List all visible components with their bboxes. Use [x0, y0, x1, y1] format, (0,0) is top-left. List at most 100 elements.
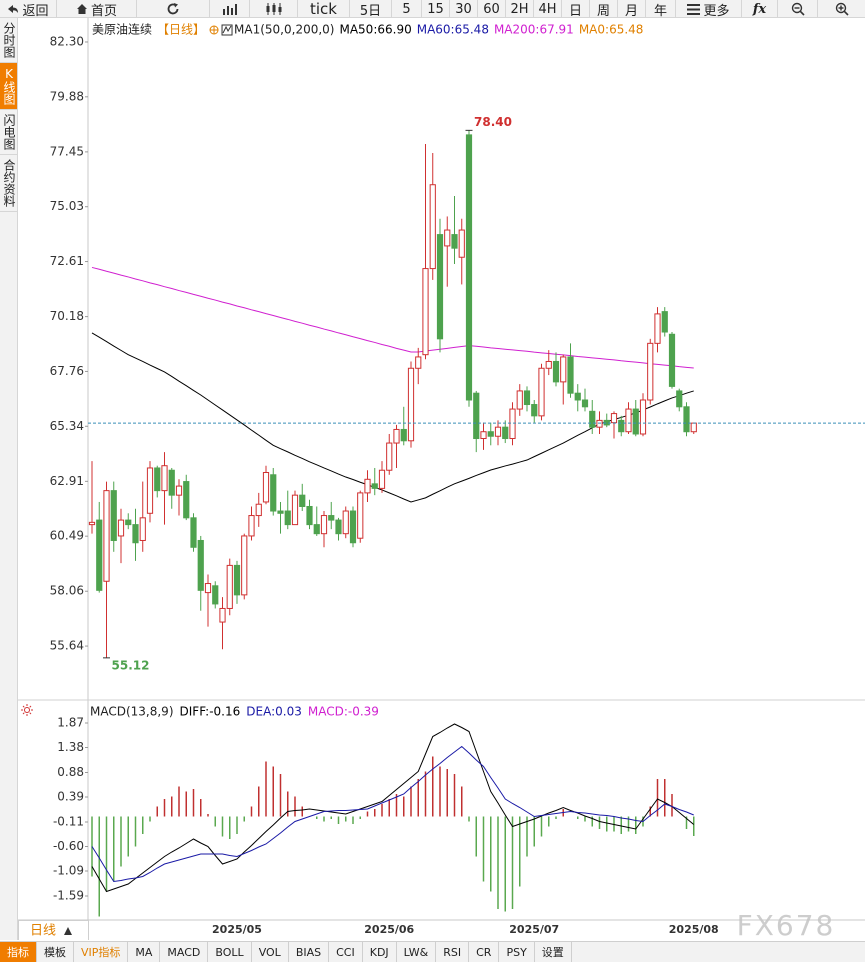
candle-body	[139, 517, 146, 541]
candle-body	[226, 564, 233, 609]
candle-body	[596, 419, 603, 428]
indicator-tab[interactable]: 指标	[0, 942, 37, 962]
candle-body	[531, 404, 538, 417]
back-label: 返回	[22, 3, 49, 19]
home-icon	[76, 4, 87, 14]
candle-body	[88, 521, 96, 526]
y-tick-label: 0.88	[57, 765, 84, 779]
candle-body	[270, 474, 277, 512]
period-button[interactable]: 年	[646, 0, 676, 19]
candle-body	[96, 519, 103, 591]
zoom-in-button[interactable]	[818, 0, 865, 18]
candle-body	[444, 229, 451, 247]
candle-body	[328, 515, 335, 521]
candle-body	[117, 519, 125, 537]
macd-line	[91, 723, 695, 893]
sidebar-tab[interactable]: 分时图	[0, 18, 17, 63]
period-tab-label: 日线	[30, 924, 56, 939]
candle-body	[378, 469, 386, 489]
candle-body	[487, 431, 494, 437]
candle-body	[429, 184, 436, 270]
indicator-icon	[221, 24, 233, 36]
period-button[interactable]: 月	[618, 0, 646, 19]
zoom-out-button[interactable]	[778, 0, 818, 18]
indicator-tab[interactable]: CCI	[329, 942, 363, 962]
more-button[interactable]: 更多	[676, 0, 742, 19]
indicator-tab[interactable]: KDJ	[363, 942, 397, 962]
candle-body	[197, 539, 204, 591]
candle-body	[523, 390, 531, 406]
indicator-tab[interactable]: 模板	[37, 942, 74, 962]
period-button[interactable]: 周	[590, 0, 618, 19]
candle-body	[161, 465, 168, 492]
candle-body	[422, 268, 429, 356]
candle-body	[407, 367, 415, 442]
back-button[interactable]: 返回	[0, 0, 57, 19]
indicator-tab[interactable]: RSI	[436, 942, 470, 962]
period-button[interactable]: 5	[392, 0, 422, 18]
candle-body	[146, 467, 154, 514]
period-button[interactable]: 4H	[534, 0, 562, 18]
candle-body	[552, 360, 560, 383]
candle-body	[502, 426, 509, 440]
indicator-tab[interactable]: BIAS	[289, 942, 330, 962]
y-tick-label: 58.06	[50, 584, 84, 598]
tick-button[interactable]: tick	[298, 0, 350, 18]
period-button[interactable]: 日	[562, 0, 590, 19]
sidebar-tab[interactable]: 闪电图	[0, 110, 17, 155]
period-button[interactable]: 60	[478, 0, 506, 18]
legend-entry: MA200:67.91	[494, 23, 574, 37]
candle-button[interactable]	[250, 0, 298, 18]
indicator-icon-line	[222, 25, 232, 34]
candle-body	[241, 535, 248, 596]
indicator-tab[interactable]: BOLL	[208, 942, 252, 962]
x-tick-label: 2025/08	[669, 923, 719, 936]
period-button[interactable]: 15	[422, 0, 450, 18]
y-tick-label: 1.87	[57, 716, 84, 730]
candle-body	[473, 392, 480, 440]
indicator-tab[interactable]: VIP指标	[74, 942, 129, 962]
fx-button[interactable]: fx	[742, 0, 778, 18]
indicator-tab[interactable]: LW&	[397, 942, 437, 962]
candle-body	[313, 524, 320, 535]
candle-body	[277, 510, 284, 514]
y-tick-label: 77.45	[50, 144, 84, 158]
candle-body	[393, 428, 400, 444]
home-button[interactable]: 首页	[57, 0, 137, 19]
candle-body	[400, 428, 407, 442]
y-tick-label: 62.91	[50, 474, 84, 488]
candle-body	[175, 485, 183, 496]
candle-body	[574, 392, 581, 401]
indicator-tab[interactable]: MA	[128, 942, 161, 962]
y-tick-label: 72.61	[50, 254, 84, 268]
candle-body	[589, 410, 596, 428]
period-tab[interactable]	[18, 920, 89, 941]
candle-body	[538, 367, 545, 417]
candle-body	[371, 483, 378, 489]
indicator-tab[interactable]: 设置	[535, 942, 572, 962]
indicator-tab[interactable]: PSY	[499, 942, 535, 962]
candle-body	[610, 413, 618, 424]
y-tick-label: -0.11	[53, 815, 84, 829]
sidebar-tab[interactable]: K线图	[0, 63, 17, 110]
legend-entry: MA50:66.90	[339, 23, 411, 37]
refresh-button[interactable]	[137, 0, 210, 18]
legend-entry: MA0:65.48	[579, 23, 644, 37]
period-button[interactable]: 5日	[350, 0, 392, 19]
indicator-tab[interactable]: MACD	[160, 942, 209, 962]
indicator-tab[interactable]: VOL	[252, 942, 289, 962]
period-button[interactable]: 2H	[506, 0, 534, 18]
candle-body	[567, 356, 574, 394]
more-label: 更多	[703, 3, 730, 19]
bar-chart-button[interactable]	[210, 0, 250, 18]
sidebar-tab[interactable]: 合约资料	[0, 155, 17, 212]
candle-body	[639, 399, 647, 435]
settings-icon	[209, 25, 219, 35]
candle-body	[415, 356, 422, 369]
x-tick-label: 2025/06	[364, 923, 414, 936]
candle-body	[306, 505, 313, 526]
candle-body	[668, 333, 676, 387]
ma-line	[91, 332, 694, 503]
period-button[interactable]: 30	[450, 0, 478, 18]
indicator-tab[interactable]: CR	[469, 942, 500, 962]
